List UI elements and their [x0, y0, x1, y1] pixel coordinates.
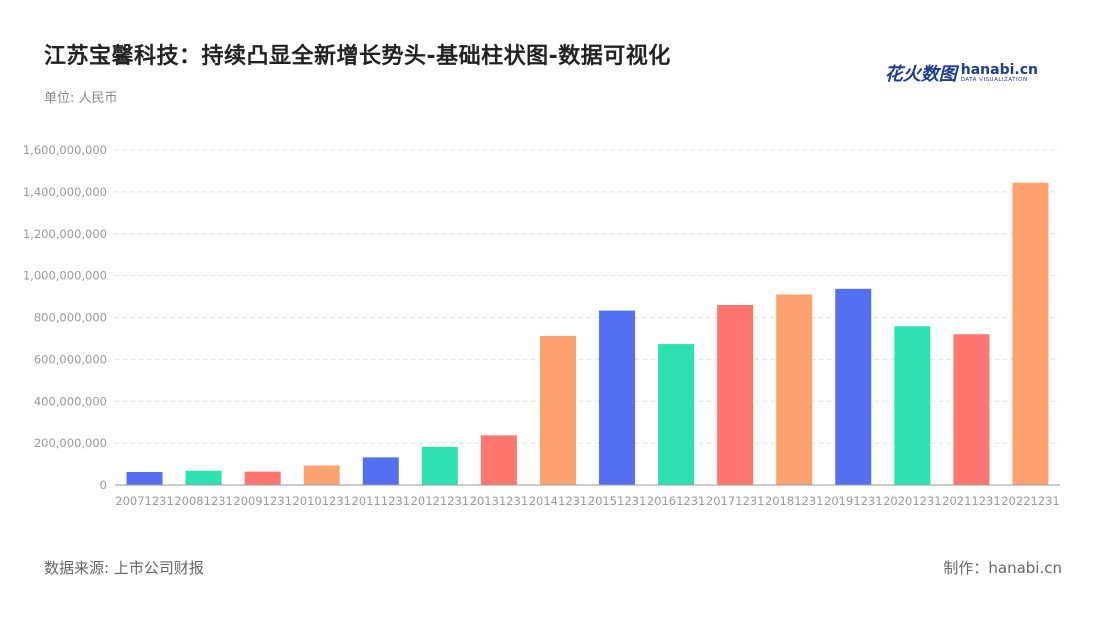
- x-tick-label: 20221231: [1001, 494, 1060, 508]
- x-tick-label: 20211231: [942, 494, 1001, 508]
- bar-20181231[interactable]: [776, 294, 813, 485]
- x-tick-label: 20161231: [647, 494, 706, 508]
- x-tick-label: 20121231: [411, 494, 470, 508]
- x-axis-ticks: 20071231 20081231 20091231 20101231 20111231…: [115, 494, 1059, 508]
- x-tick-label: 20181231: [765, 494, 824, 508]
- bar-20091231[interactable]: [244, 471, 281, 485]
- bar-20101231[interactable]: [303, 465, 340, 485]
- logo-sub-text: DATA VISUALIZATION: [960, 76, 1028, 83]
- x-tick-label: 20191231: [824, 494, 883, 508]
- brand-logo: 花火数图 hanabi.cn DATA VISUALIZATION: [885, 60, 1038, 86]
- y-tick-label: 1,400,000,000: [23, 185, 107, 199]
- bar-20211231[interactable]: [953, 334, 990, 485]
- unit-label: 单位: 人民币: [44, 91, 118, 106]
- bar-20201231[interactable]: [894, 326, 931, 485]
- data-source: 数据来源: 上市公司财报: [44, 559, 204, 577]
- x-tick-label: 20171231: [706, 494, 765, 508]
- x-tick-label: 20091231: [233, 494, 292, 508]
- x-tick-label: 20131231: [470, 494, 529, 508]
- y-tick-label: 600,000,000: [34, 352, 107, 366]
- bar-20141231[interactable]: [539, 335, 576, 485]
- bar-20071231[interactable]: [126, 472, 163, 485]
- y-tick-label: 400,000,000: [34, 394, 107, 408]
- logo-en-block: hanabi.cn DATA VISUALIZATION: [961, 63, 1038, 84]
- logo-en-text: hanabi.cn: [960, 61, 1038, 78]
- x-tick-label: 20111231: [352, 494, 411, 508]
- bar-20171231[interactable]: [717, 304, 754, 485]
- y-tick-label: 1,200,000,000: [23, 227, 107, 241]
- bars: [126, 182, 1049, 485]
- bar-20121231[interactable]: [421, 446, 458, 485]
- x-tick-label: 20151231: [588, 494, 647, 508]
- x-tick-label: 20081231: [174, 494, 233, 508]
- bar-20161231[interactable]: [658, 344, 695, 485]
- page-title: 江苏宝馨科技：持续凸显全新增长势头-基础柱状图-数据可视化: [44, 44, 671, 69]
- x-tick-label: 20071231: [115, 494, 174, 508]
- bar-20131231[interactable]: [480, 435, 517, 485]
- y-tick-label: 200,000,000: [34, 436, 107, 450]
- y-tick-label: 0: [100, 478, 107, 492]
- x-tick-label: 20201231: [883, 494, 942, 508]
- bar-20191231[interactable]: [835, 288, 872, 485]
- bar-20081231[interactable]: [185, 470, 222, 485]
- logo-cn-text: 花火数图: [884, 64, 957, 85]
- x-tick-label: 20101231: [292, 494, 351, 508]
- y-axis-ticks: 0 200,000,000 400,000,000 600,000,000 800,00…: [23, 143, 107, 492]
- y-tick-label: 800,000,000: [34, 311, 107, 325]
- x-tick-label: 20141231: [529, 494, 588, 508]
- bar-20221231[interactable]: [1012, 182, 1049, 485]
- bar-20151231[interactable]: [599, 310, 636, 485]
- y-tick-label: 1,000,000,000: [23, 269, 107, 283]
- y-tick-label: 1,600,000,000: [23, 143, 107, 157]
- bar-20111231[interactable]: [362, 457, 399, 485]
- maker-credit: 制作：hanabi.cn: [943, 559, 1062, 577]
